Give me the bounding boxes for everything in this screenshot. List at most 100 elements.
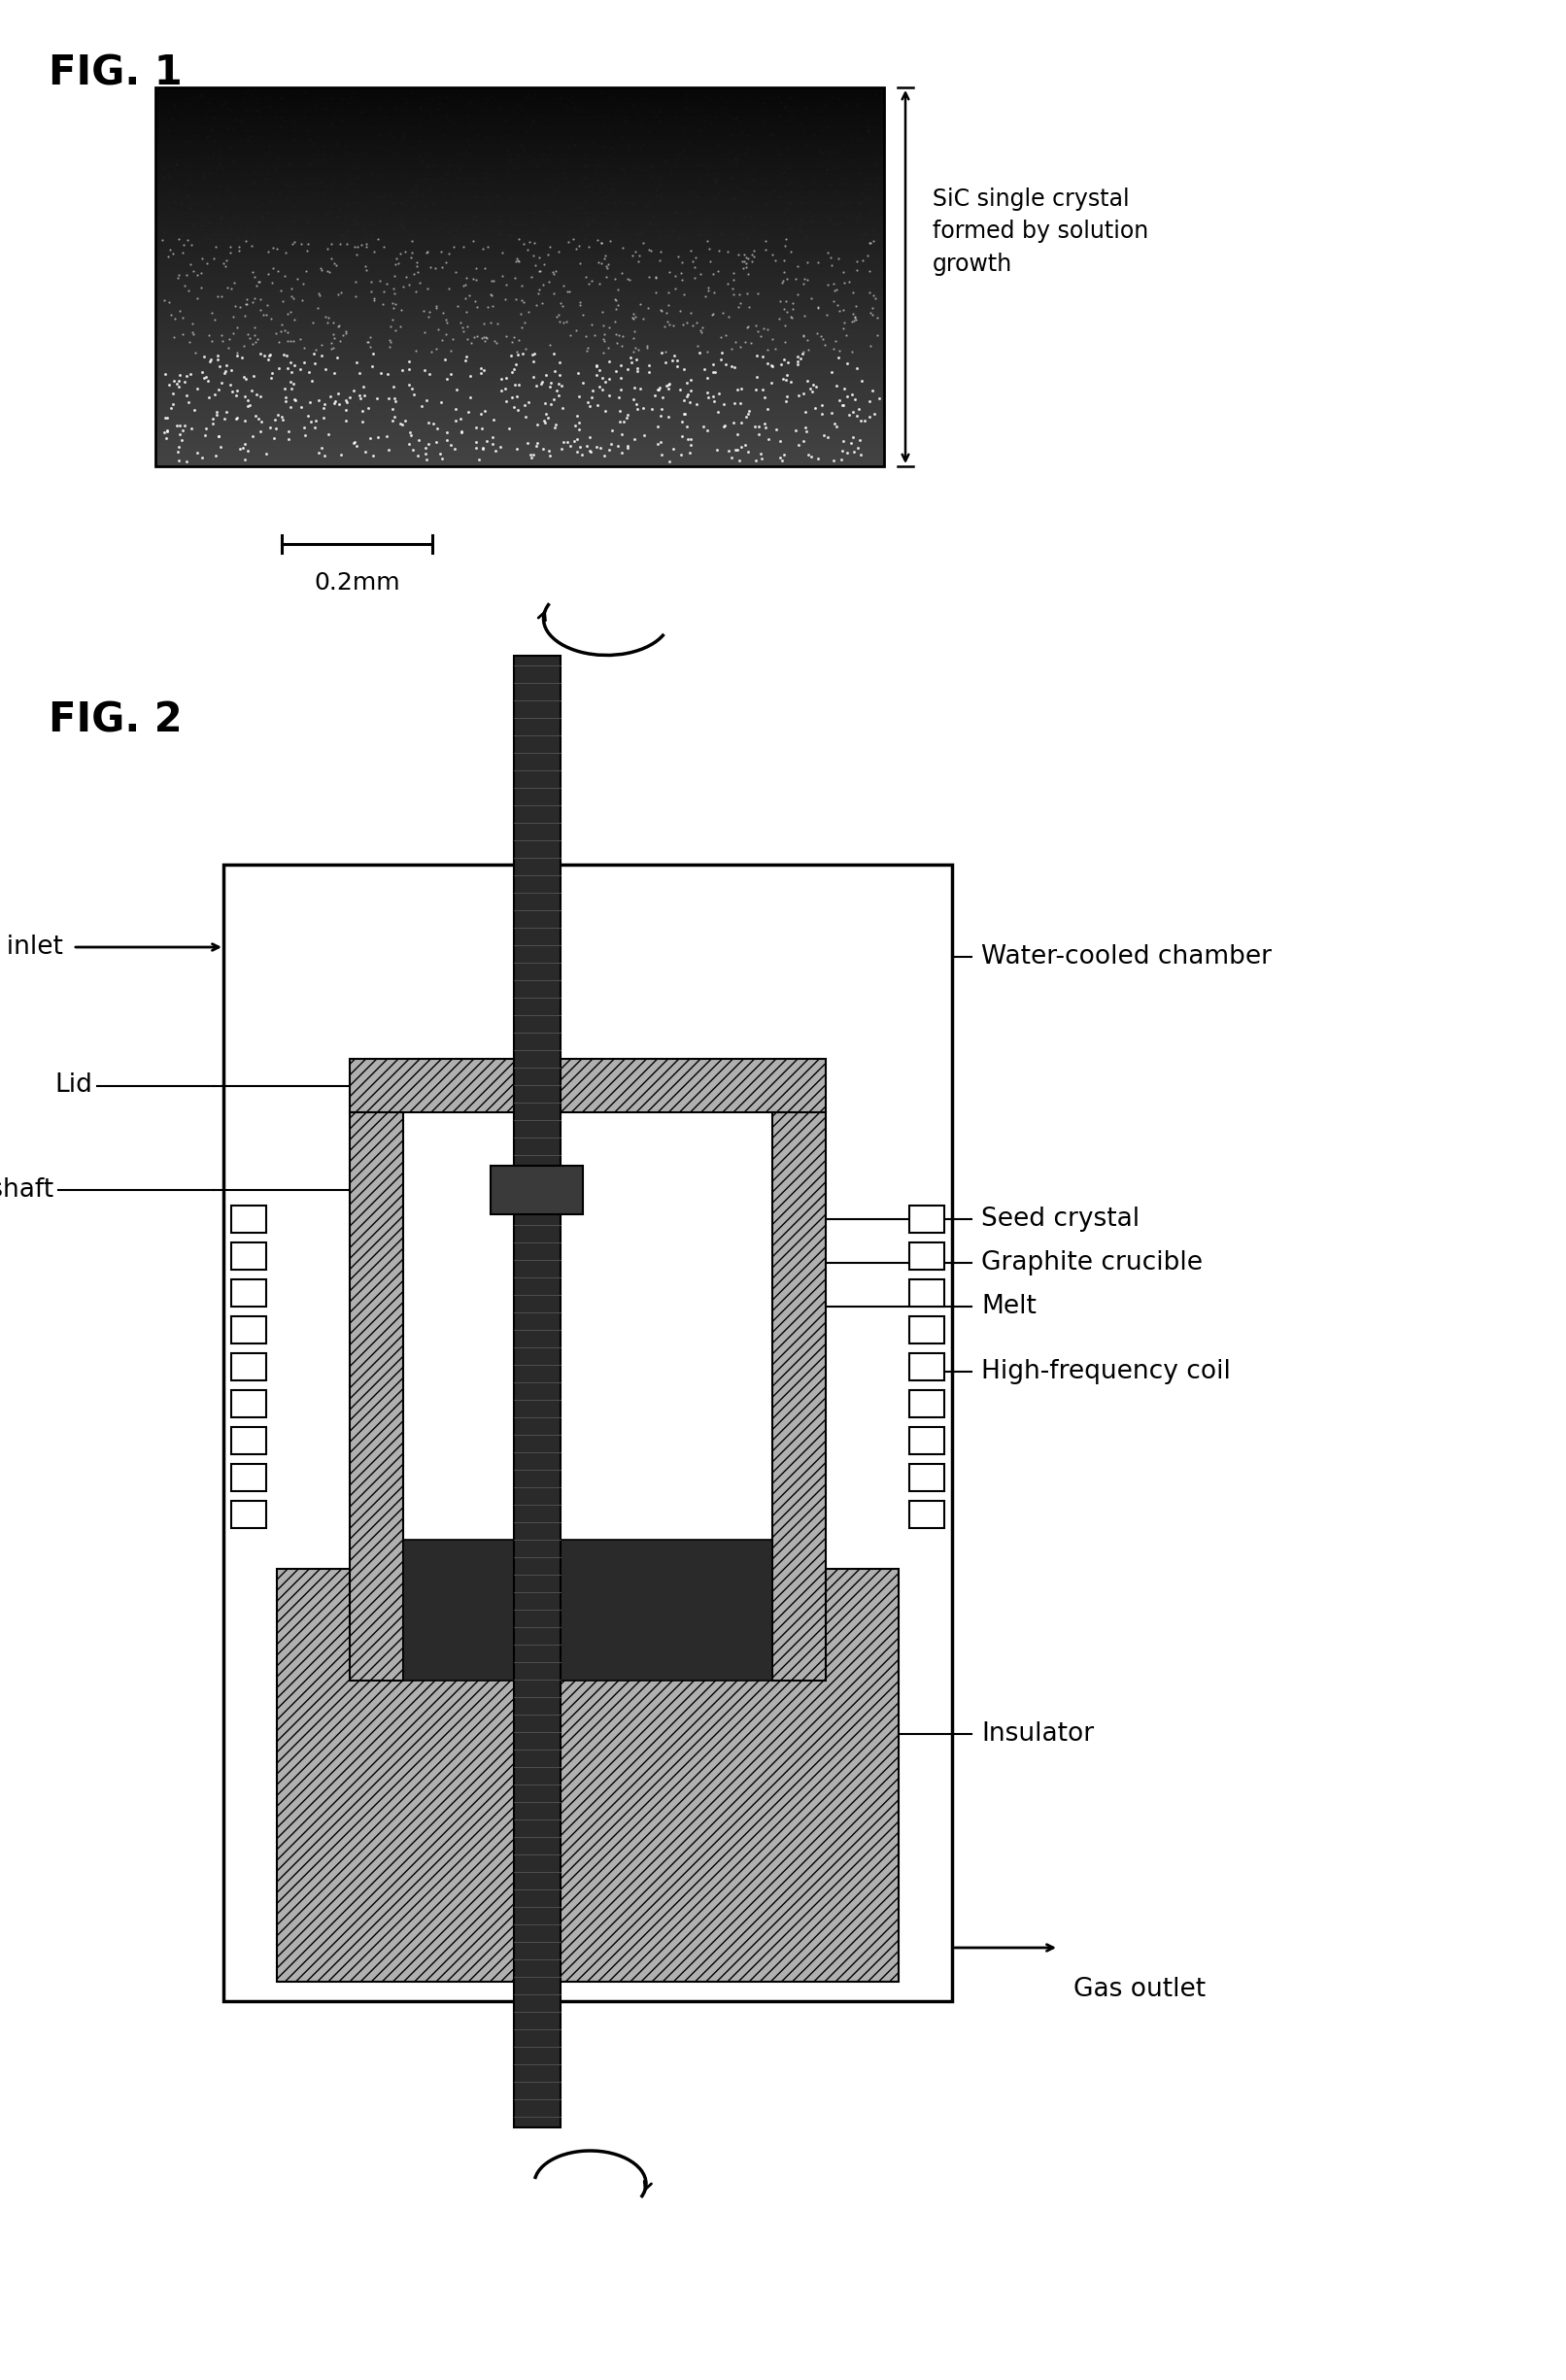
- Text: Water-cooled chamber: Water-cooled chamber: [982, 945, 1272, 969]
- Bar: [155, 257, 885, 264]
- Bar: [155, 126, 885, 131]
- Bar: [155, 333, 885, 340]
- Bar: [155, 107, 885, 112]
- Bar: [910, 1207, 944, 1233]
- Bar: [277, 1568, 899, 1983]
- Bar: [155, 233, 885, 240]
- Bar: [514, 657, 561, 2128]
- Bar: [155, 290, 885, 298]
- Bar: [910, 1354, 944, 1380]
- Bar: [155, 352, 885, 359]
- Bar: [155, 219, 885, 226]
- Bar: [232, 1316, 266, 1342]
- Bar: [155, 228, 885, 236]
- Text: Gas outlet: Gas outlet: [1073, 1978, 1206, 2002]
- Bar: [155, 281, 885, 288]
- Bar: [155, 169, 885, 174]
- Bar: [155, 243, 885, 250]
- Bar: [155, 178, 885, 183]
- Text: Lid: Lid: [55, 1073, 92, 1097]
- Bar: [155, 88, 885, 93]
- Bar: [155, 295, 885, 302]
- Bar: [910, 1390, 944, 1418]
- Text: High-frequency coil: High-frequency coil: [982, 1359, 1231, 1385]
- Bar: [910, 1316, 944, 1342]
- Bar: [155, 198, 885, 202]
- Bar: [155, 347, 885, 355]
- Bar: [155, 381, 885, 386]
- Bar: [155, 112, 885, 117]
- Bar: [402, 1540, 772, 1680]
- Bar: [155, 395, 885, 400]
- Bar: [155, 238, 885, 245]
- Bar: [155, 400, 885, 405]
- Bar: [772, 1111, 825, 1680]
- Bar: [910, 1428, 944, 1454]
- Bar: [155, 319, 885, 326]
- Bar: [910, 1280, 944, 1307]
- Bar: [155, 300, 885, 307]
- Text: SiC single crystal
formed by solution
growth: SiC single crystal formed by solution gr…: [933, 188, 1148, 276]
- Bar: [155, 200, 885, 207]
- Bar: [232, 1242, 266, 1269]
- Bar: [910, 1464, 944, 1492]
- Bar: [155, 414, 885, 419]
- Bar: [155, 214, 885, 221]
- Bar: [277, 1568, 899, 1983]
- Bar: [232, 1207, 266, 1233]
- Bar: [155, 224, 885, 231]
- Bar: [155, 145, 885, 150]
- Bar: [155, 428, 885, 433]
- Bar: [155, 155, 885, 159]
- Bar: [155, 267, 885, 274]
- Bar: [155, 409, 885, 414]
- Bar: [155, 328, 885, 336]
- Bar: [155, 371, 885, 378]
- Bar: [155, 252, 885, 259]
- Bar: [155, 443, 885, 447]
- Bar: [155, 140, 885, 145]
- Text: Graphite crucible: Graphite crucible: [982, 1250, 1203, 1276]
- Bar: [349, 1111, 402, 1680]
- Bar: [155, 150, 885, 155]
- Bar: [155, 462, 885, 466]
- Text: Melt: Melt: [982, 1295, 1037, 1319]
- Text: FIG. 1: FIG. 1: [49, 52, 182, 95]
- Bar: [155, 324, 885, 331]
- Bar: [155, 164, 885, 169]
- Bar: [155, 183, 885, 188]
- Text: Gas inlet: Gas inlet: [0, 935, 63, 959]
- Bar: [155, 188, 885, 193]
- Bar: [155, 93, 885, 98]
- Bar: [155, 386, 885, 390]
- Bar: [910, 1502, 944, 1528]
- Bar: [155, 131, 885, 136]
- Bar: [155, 452, 885, 457]
- Bar: [349, 1059, 825, 1111]
- Bar: [155, 314, 885, 321]
- Bar: [155, 159, 885, 164]
- Bar: [155, 357, 885, 364]
- Text: FIG. 2: FIG. 2: [49, 700, 182, 740]
- Bar: [155, 121, 885, 126]
- Bar: [155, 305, 885, 312]
- Bar: [155, 433, 885, 438]
- Bar: [155, 438, 885, 443]
- Bar: [155, 447, 885, 452]
- Bar: [155, 419, 885, 424]
- Bar: [155, 102, 885, 107]
- Bar: [155, 405, 885, 409]
- Bar: [155, 271, 885, 278]
- Bar: [232, 1502, 266, 1528]
- Bar: [155, 174, 885, 178]
- Bar: [155, 286, 885, 293]
- Text: Seed crystal: Seed crystal: [982, 1207, 1140, 1233]
- Bar: [155, 390, 885, 395]
- Bar: [155, 338, 885, 345]
- Bar: [155, 209, 885, 217]
- Bar: [232, 1464, 266, 1492]
- Bar: [155, 457, 885, 462]
- Bar: [155, 248, 885, 255]
- Bar: [232, 1428, 266, 1454]
- Text: 0.2mm: 0.2mm: [313, 571, 399, 595]
